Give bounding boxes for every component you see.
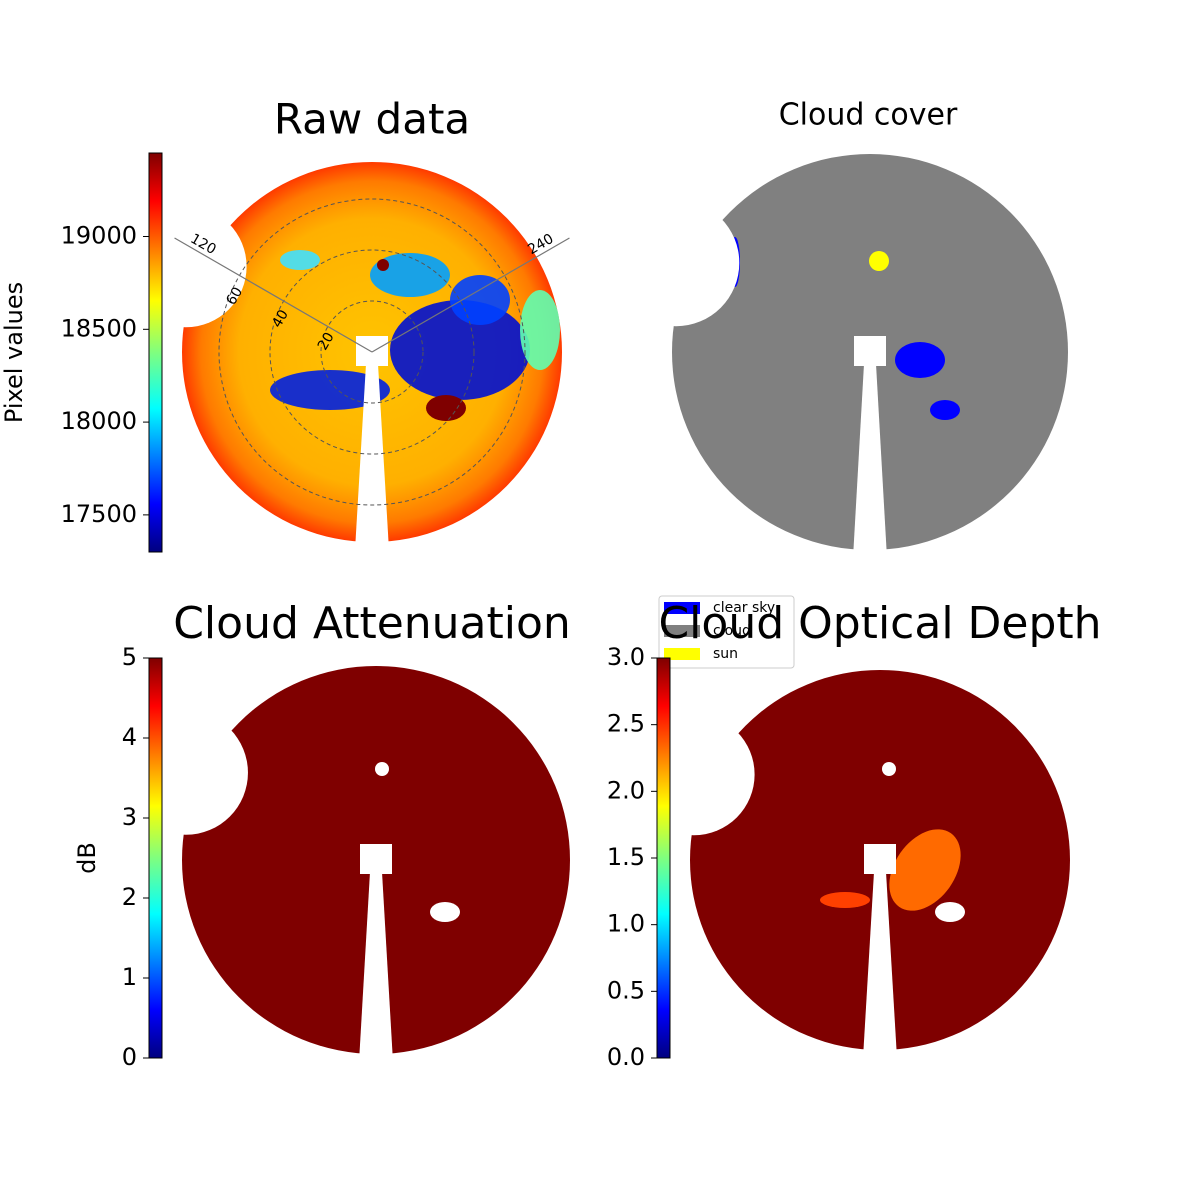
colorbar-tick-label: 0.0 — [607, 1043, 645, 1071]
sun — [869, 251, 889, 271]
zenith-label: 20 — [315, 330, 338, 353]
cloud-region — [370, 253, 450, 297]
bright-region — [426, 395, 466, 421]
colorbar-tick-label: 1.0 — [607, 910, 645, 938]
cloud-depth — [820, 892, 870, 908]
mast-mask — [853, 364, 887, 558]
colorbar-label: Pixel values — [0, 282, 28, 423]
colorbar — [656, 657, 671, 1059]
masked-region — [935, 902, 965, 922]
mast-mask — [863, 872, 897, 1058]
cloud-depth — [889, 829, 961, 911]
azimuth-grid — [174, 237, 373, 353]
zenith-grid — [269, 249, 475, 455]
zenith-label: 60 — [223, 285, 246, 308]
zenith-grid — [218, 198, 526, 506]
cloud-region — [450, 275, 510, 325]
colorbar-tick-label: 3 — [122, 803, 137, 831]
colorbar-tick-label: 3.0 — [607, 643, 645, 671]
mast-top-mask — [864, 844, 896, 874]
sky-image — [612, 154, 1068, 558]
azimuth-grid — [371, 237, 570, 353]
legend-label: clear sky — [713, 600, 775, 616]
colorbar-tick-label: 18500 — [61, 314, 137, 342]
colorbar-tick-label: 2.0 — [607, 776, 645, 804]
mast-mask — [355, 364, 389, 550]
legend: clear sky cloud sun — [658, 595, 795, 669]
colorbar-tick-label: 1.5 — [607, 843, 645, 871]
cloud-region — [280, 250, 320, 270]
legend-label: sun — [713, 646, 738, 662]
colorbar-tick-label: 0 — [122, 1043, 137, 1071]
colorbar — [148, 152, 163, 553]
horizon-mask — [633, 713, 755, 836]
horizon-mask — [123, 710, 248, 835]
colorbar-tick-label: 0.5 — [607, 976, 645, 1004]
horizon-mask — [125, 205, 247, 328]
colorbar-tick-label: 2 — [122, 883, 137, 911]
colorbar-tick-label: 4 — [122, 723, 137, 751]
colorbar-label: dB — [73, 842, 101, 874]
cloud-region — [270, 370, 390, 410]
colorbar-tick-label: 2.5 — [607, 710, 645, 738]
panel-title: Raw data — [274, 95, 470, 144]
cloud-region — [520, 290, 560, 370]
legend-swatch — [664, 648, 700, 660]
sky-image — [125, 162, 562, 550]
colorbar-tick-label: 1 — [122, 963, 137, 991]
mast-mask — [359, 872, 393, 1062]
sun-spot — [377, 259, 389, 271]
colorbar-tick-label: 19000 — [61, 222, 137, 250]
mast-top-mask — [854, 336, 886, 366]
clear-region — [930, 400, 960, 420]
colorbar-tick-label: 18000 — [61, 407, 137, 435]
horizon-mask — [612, 199, 740, 327]
legend-label: cloud — [713, 623, 751, 639]
zenith-grid — [320, 300, 424, 404]
sun-mask — [882, 762, 896, 776]
zenith-label: 40 — [269, 307, 292, 330]
mast-top-mask — [356, 336, 388, 366]
colorbar — [148, 657, 163, 1059]
colorbar-tick-label: 17500 — [61, 500, 137, 528]
cloud-region — [390, 300, 530, 400]
sky-image — [633, 670, 1070, 1058]
clear-region — [895, 342, 945, 378]
legend-swatch — [664, 602, 700, 614]
masked-region — [430, 902, 460, 922]
mast-top-mask — [360, 844, 392, 874]
panel-title: Cloud Attenuation — [173, 598, 571, 649]
panel-title: Cloud Optical Depth — [658, 598, 1101, 649]
legend-swatch — [664, 625, 700, 637]
panel-title: Cloud cover — [779, 98, 958, 133]
sky-image — [123, 666, 570, 1062]
colorbar-tick-label: 5 — [122, 643, 137, 671]
sun-mask — [375, 762, 389, 776]
